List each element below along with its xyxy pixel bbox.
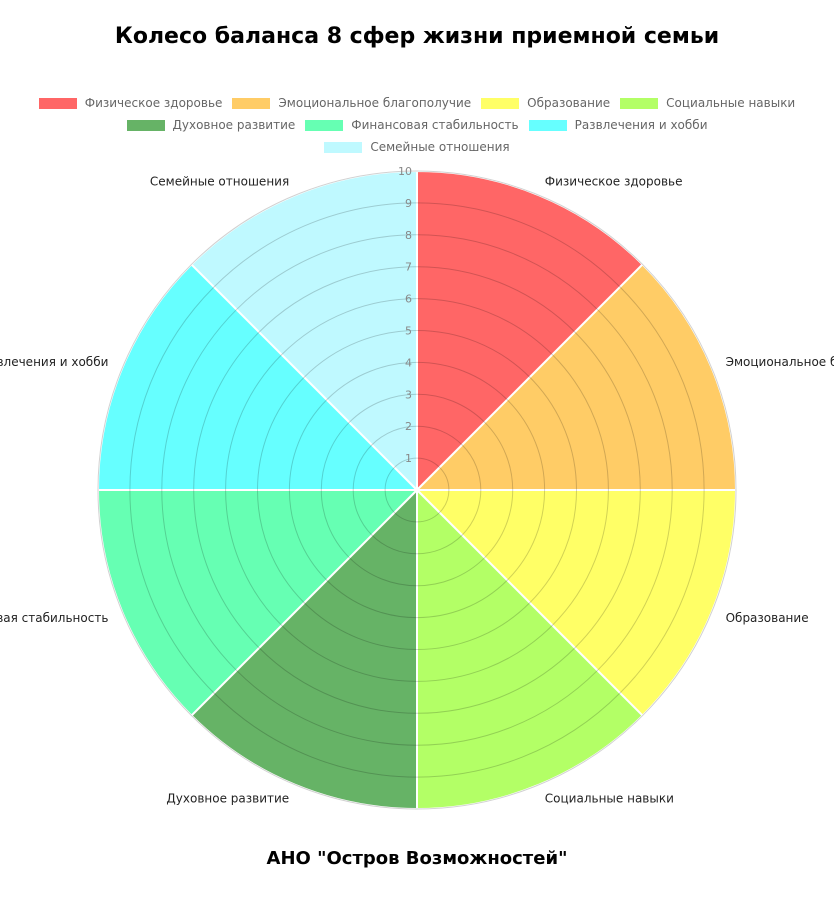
radial-tick-label: 8: [405, 229, 412, 242]
category-label: Развлечения и хобби: [0, 355, 108, 369]
radial-tick-label: 1: [405, 452, 412, 465]
legend-item[interactable]: Духовное развитие: [126, 118, 296, 132]
legend-item[interactable]: Финансовая стабильность: [305, 118, 519, 132]
legend-item[interactable]: Образование: [481, 96, 610, 110]
sector-3[interactable]: [414, 489, 738, 717]
legend-swatch: [481, 97, 520, 109]
grid-ring: [129, 202, 705, 778]
legend-label: Семейные отношения: [370, 140, 510, 154]
radial-tick-label: 2: [405, 420, 412, 433]
radial-tick-label: 5: [405, 325, 412, 338]
grid-ring: [161, 234, 673, 746]
grid-ring: [320, 393, 514, 587]
category-label: Семейные отношения: [150, 174, 289, 188]
legend-label: Финансовая стабильность: [351, 118, 519, 132]
legend-item[interactable]: Социальные навыки: [620, 96, 795, 110]
legend-item[interactable]: Развлечения и хобби: [528, 118, 708, 132]
legend: Физическое здоровье Эмоциональное благопо…: [0, 92, 834, 158]
legend-swatch: [528, 119, 567, 131]
grid-ring: [384, 457, 450, 523]
legend-swatch: [38, 97, 77, 109]
sector-8[interactable]: [190, 169, 418, 493]
sector-6[interactable]: [96, 489, 420, 717]
legend-swatch: [620, 97, 659, 109]
grid-ring: [352, 425, 482, 555]
category-label: Социальные навыки: [545, 792, 674, 806]
category-label: Физическое здоровье: [545, 174, 683, 188]
footer-org-name: АНО "Остров Возможностей": [266, 848, 568, 869]
radial-tick-label: 9: [405, 197, 412, 210]
category-label: Финансовая стабильность: [0, 611, 108, 625]
sector-4[interactable]: [416, 487, 644, 811]
grid-ring: [288, 361, 546, 619]
category-label: Образование: [726, 611, 809, 625]
legend-item[interactable]: Семейные отношения: [324, 140, 510, 154]
legend-label: Развлечения и хобби: [574, 118, 708, 132]
grid-ring: [97, 170, 737, 810]
radial-tick-label: 3: [405, 388, 412, 401]
legend-swatch: [126, 119, 165, 131]
legend-label: Физическое здоровье: [84, 96, 223, 110]
chart-title: Колесо баланса 8 сфер жизни приемной сем…: [114, 24, 720, 49]
sector-7[interactable]: [96, 263, 420, 491]
grid-ring: [225, 298, 609, 682]
category-label: Эмоциональное благополучие: [726, 355, 834, 369]
sector-2[interactable]: [414, 263, 738, 491]
legend-swatch: [232, 97, 271, 109]
radial-tick-label: 7: [405, 261, 412, 274]
category-label: Духовное развитие: [166, 792, 289, 806]
legend-label: Образование: [527, 96, 611, 110]
sector-1[interactable]: [416, 169, 644, 493]
legend-item[interactable]: Физическое здоровье: [38, 96, 223, 110]
legend-label: Эмоциональное благополучие: [278, 96, 472, 110]
radial-tick-label: 10: [398, 165, 412, 178]
grid-ring: [257, 330, 577, 650]
legend-swatch: [324, 141, 363, 153]
legend-label: Духовное развитие: [172, 118, 296, 132]
radial-tick-label: 4: [405, 356, 412, 369]
grid-ring: [193, 266, 641, 714]
sector-5[interactable]: [190, 487, 418, 811]
legend-label: Социальные навыки: [666, 96, 796, 110]
legend-item[interactable]: Эмоциональное благополучие: [232, 96, 471, 110]
legend-swatch: [305, 119, 344, 131]
radial-tick-label: 6: [405, 293, 412, 306]
